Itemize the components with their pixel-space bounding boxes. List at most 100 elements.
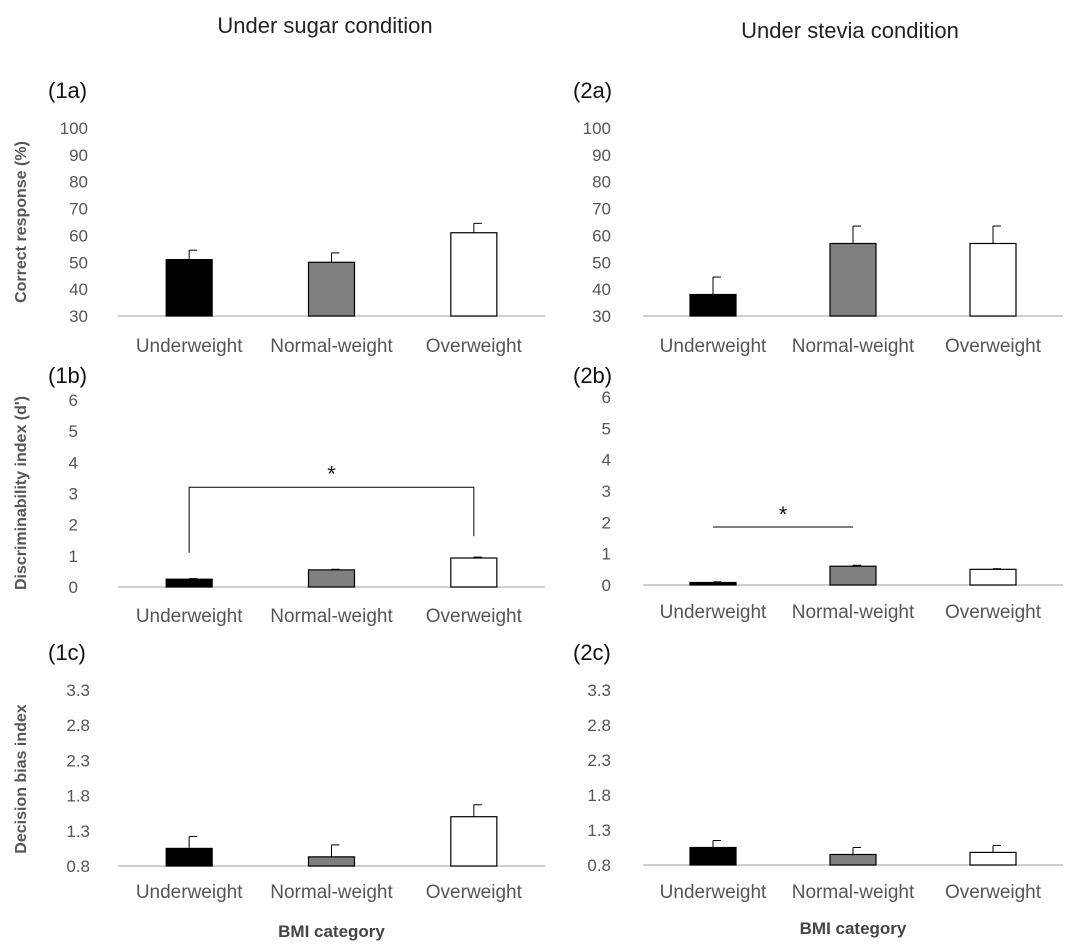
right-column-title: Under stevia condition [741,18,959,43]
x-tick-label: Overweight [945,602,1042,623]
y-tick-label: 3 [602,482,611,501]
chart-panel-2: (1b) 0 1 2 3 4 5 6 Underweight Normal-weight Overw… [13,363,545,627]
panel-label: (1b) [48,363,87,388]
y-tick-label: 30 [69,307,88,326]
significance-marker: * [327,461,336,486]
y-axis-label: Correct response (%) [13,141,30,303]
y-tick-label: 1.3 [587,821,611,840]
y-tick-label: 0 [69,578,78,597]
panel-label: (1a) [48,78,87,103]
y-tick-label: 6 [602,388,611,407]
x-tick-label: Normal-weight [270,606,393,627]
bar-normal-weight [829,853,877,866]
x-tick-label: Normal-weight [270,336,393,357]
bar-underweight [689,293,737,317]
y-tick-label: 40 [592,280,611,299]
x-tick-label: Overweight [945,882,1042,903]
y-tick-label: 2.8 [66,716,90,735]
chart-panel-6: (2c) 0.8 1.3 1.8 2.3 2.8 3.3 Underweight Normal-… [573,640,1063,938]
x-tick-label: Underweight [136,882,243,903]
y-tick-label: 2.3 [587,751,611,770]
y-tick-label: 1 [602,545,611,564]
y-tick-label: 2 [602,513,611,532]
left-column-title: Under sugar condition [217,13,432,38]
y-tick-label: 0.8 [66,857,90,876]
bar-normal-weight [307,261,356,317]
y-tick-label: 50 [592,253,611,272]
y-tick-label: 90 [69,146,88,165]
x-tick-label: Underweight [660,336,767,357]
chart-panel-4: (2a) 30 40 50 60 70 80 90 100 Underweight Normal-w… [573,78,1063,357]
y-tick-label: 60 [69,226,88,245]
y-tick-label: 0 [602,576,611,595]
panel-label: (2a) [573,78,612,103]
y-tick-label: 4 [69,453,78,472]
bar-normal-weight [307,856,356,867]
y-tick-label: 60 [592,226,611,245]
y-tick-label: 70 [592,200,611,219]
y-tick-label: 80 [69,173,88,192]
x-tick-label: Overweight [945,336,1042,357]
x-axis-label: BMI category [800,919,907,938]
x-tick-label: Normal-weight [792,882,915,903]
bar-underweight [165,578,213,588]
y-tick-label: 90 [592,146,611,165]
x-tick-label: Normal-weight [792,602,915,623]
y-tick-label: 3.3 [66,681,90,700]
y-tick-label: 1.8 [587,786,611,805]
bar-overweight [450,557,498,588]
y-tick-label: 2.3 [66,751,90,770]
y-axis-label: Decision bias index [13,704,30,853]
x-axis-label: BMI category [278,922,385,941]
chart-panel-5: (2b) 0 1 2 3 4 5 6 Underweight Normal-weight Overw… [573,363,1063,623]
significance-bracket [188,486,475,553]
y-tick-label: 5 [602,419,611,438]
bar-overweight [450,232,498,317]
chart-panel-3: (1c) 0.8 1.3 1.8 2.3 2.8 3.3 Underweight Normal-… [13,640,545,941]
y-tick-label: 5 [69,422,78,441]
y-axis-label: Discriminability index (d') [13,396,30,590]
y-tick-label: 2 [69,516,78,535]
y-tick-label: 3 [69,485,78,504]
y-tick-label: 1 [69,547,78,566]
y-tick-label: 4 [602,451,611,470]
bar-underweight [165,847,213,867]
y-tick-label: 30 [592,307,611,326]
x-tick-label: Normal-weight [792,336,915,357]
bar-normal-weight [307,569,356,588]
panel-label: (1c) [48,640,86,665]
bar-overweight [969,242,1017,317]
y-tick-label: 50 [69,253,88,272]
bar-overweight [969,568,1017,586]
x-tick-label: Overweight [426,882,523,903]
y-tick-label: 1.8 [66,787,90,806]
y-tick-label: 70 [69,200,88,219]
x-tick-label: Overweight [426,336,523,357]
y-tick-label: 1.3 [66,822,90,841]
x-tick-label: Underweight [136,336,243,357]
x-tick-label: Normal-weight [270,882,393,903]
panel-label: (2b) [573,363,612,388]
x-tick-label: Overweight [426,606,523,627]
x-tick-label: Underweight [136,606,243,627]
y-tick-label: 0.8 [587,856,611,875]
y-tick-label: 80 [592,173,611,192]
y-tick-label: 100 [583,119,611,138]
y-tick-label: 3.3 [587,681,611,700]
bar-overweight [450,816,498,867]
bar-overweight [969,851,1017,866]
bar-normal-weight [829,242,877,317]
x-tick-label: Underweight [660,882,767,903]
y-tick-label: 2.8 [587,716,611,735]
x-tick-label: Underweight [660,602,767,623]
panel-label: (2c) [573,640,611,665]
bar-normal-weight [829,565,877,586]
y-tick-label: 6 [69,391,78,410]
bar-underweight [689,846,737,866]
significance-marker: * [779,502,788,527]
y-tick-label: 40 [69,280,88,299]
y-tick-label: 100 [60,119,88,138]
chart-panel-1: (1a) 30 40 50 60 70 80 90 100 Underweight Normal-w… [13,78,545,357]
